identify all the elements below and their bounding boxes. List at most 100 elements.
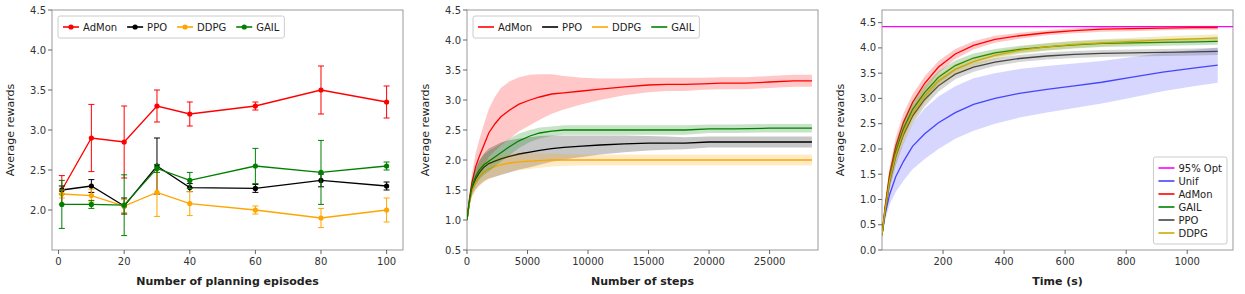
plot-frame — [52, 10, 403, 250]
y-tick-label: 0.5 — [860, 219, 876, 230]
y-tick-label: 3.0 — [30, 125, 46, 136]
y-tick-label: 2.0 — [860, 143, 876, 154]
x-tick-label: 25000 — [754, 256, 786, 267]
y-tick-label: 2.5 — [30, 165, 46, 176]
y-tick-label: 3.0 — [860, 93, 876, 104]
legend-label: DDPG — [612, 22, 641, 33]
legend-item: AdMon — [63, 22, 117, 33]
x-tick — [124, 250, 125, 254]
error-bar — [252, 148, 258, 183]
point — [384, 207, 389, 212]
x-axis-label: Number of steps — [591, 275, 694, 288]
point — [122, 203, 127, 208]
y-axis-label: Average rewards — [834, 83, 847, 176]
x-tick-label: 800 — [1117, 256, 1136, 267]
point — [187, 111, 192, 116]
y-tick — [463, 10, 467, 11]
y-tick-label: 4.5 — [30, 5, 46, 16]
y-tick-label: 2.5 — [445, 125, 461, 136]
x-tick-label: 1000 — [1174, 256, 1199, 267]
error-bar — [318, 66, 324, 114]
legend-swatch — [592, 26, 608, 28]
x-tick — [58, 250, 59, 254]
y-tick-label: 1.0 — [445, 215, 461, 226]
y-tick-label: 3.5 — [860, 68, 876, 79]
x-tick — [189, 250, 190, 254]
x-tick-label: 60 — [249, 256, 262, 267]
point — [318, 170, 323, 175]
y-tick-label: 1.5 — [860, 169, 876, 180]
error-band — [882, 38, 1218, 238]
plot-frame — [882, 10, 1233, 250]
point — [89, 202, 94, 207]
y-tick — [463, 190, 467, 191]
y-tick-label: 3.5 — [30, 85, 46, 96]
error-bar — [384, 182, 390, 190]
error-bar — [384, 198, 390, 222]
point — [89, 135, 94, 140]
legend-marker — [133, 24, 138, 29]
x-tick-label: 20 — [118, 256, 131, 267]
y-tick-label: 2.0 — [30, 205, 46, 216]
legend-item: Unif — [1158, 176, 1198, 187]
x-tick-label: 15000 — [633, 256, 665, 267]
error-bar — [154, 168, 160, 216]
x-axis-label: Time (s) — [1032, 275, 1083, 288]
series-line — [62, 166, 387, 205]
y-axis-label: Average rewards — [419, 83, 432, 176]
legend-label: GAIL — [256, 22, 280, 33]
y-tick — [878, 250, 882, 251]
plot-area — [467, 74, 812, 221]
error-bar — [187, 192, 193, 216]
y-tick — [463, 40, 467, 41]
series-line — [62, 90, 387, 190]
legend-label: DDPG — [1178, 228, 1207, 239]
error-bar — [59, 180, 65, 228]
legend-swatch — [1158, 180, 1174, 182]
legend-label: PPO — [1178, 215, 1198, 226]
x-tick-label: 600 — [1056, 256, 1075, 267]
legend-item: DDPG — [177, 22, 226, 33]
error-band — [467, 135, 812, 221]
y-tick — [463, 250, 467, 251]
y-tick-label: 2.5 — [860, 118, 876, 129]
x-axis-label: Number of planning episodes — [136, 275, 319, 288]
error-bar — [88, 104, 94, 171]
legend-label: AdMon — [498, 22, 532, 33]
x-tick — [769, 250, 770, 254]
y-tick — [878, 47, 882, 48]
y-tick — [463, 100, 467, 101]
y-tick — [878, 73, 882, 74]
legend-item: AdMon — [1158, 189, 1212, 200]
x-tick — [255, 250, 256, 254]
y-tick — [48, 210, 52, 211]
point — [384, 163, 389, 168]
error-band — [467, 153, 812, 221]
x-tick — [588, 250, 589, 254]
legend-box — [473, 16, 699, 38]
x-tick — [1004, 250, 1005, 254]
y-tick — [463, 160, 467, 161]
legend-item: PPO — [542, 22, 582, 33]
legend-label: GAIL — [671, 22, 695, 33]
y-tick-label: 0.0 — [860, 245, 876, 256]
x-tick-label: 20000 — [693, 256, 725, 267]
legend: AdMonPPODDPGGAIL — [58, 16, 284, 38]
legend-item: GAIL — [1158, 202, 1202, 213]
x-tick-label: 40 — [183, 256, 196, 267]
error-bar — [187, 172, 193, 188]
error-bar — [154, 90, 160, 122]
error-band — [467, 74, 812, 221]
legend-item: 95% Opt — [1158, 163, 1222, 174]
legend-item: DDPG — [1158, 228, 1207, 239]
y-tick-label: 0.5 — [445, 245, 461, 256]
legend-swatch — [651, 26, 667, 28]
legend-swatch — [478, 26, 494, 28]
error-bar — [384, 86, 390, 118]
legend-swatch — [1158, 206, 1174, 208]
legend-swatch — [1158, 219, 1174, 221]
legend-label: 95% Opt — [1178, 163, 1222, 174]
y-tick — [48, 90, 52, 91]
point — [253, 103, 258, 108]
legend-label: AdMon — [1178, 189, 1212, 200]
